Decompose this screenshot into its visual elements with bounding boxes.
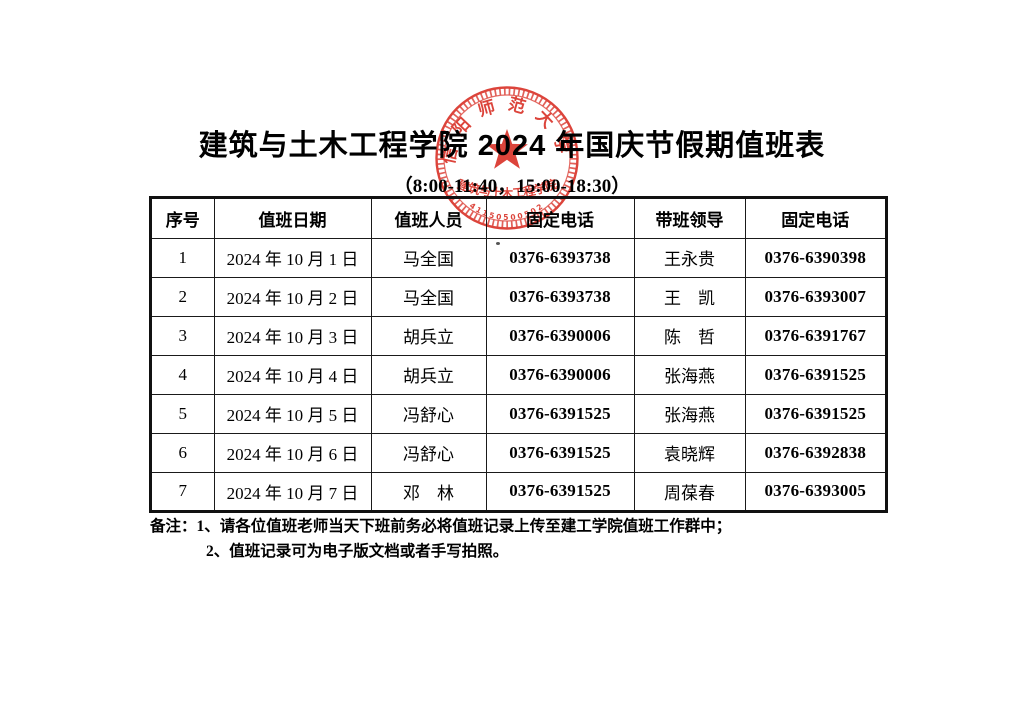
table-cell: 周葆春 (633, 471, 746, 512)
table-cell: 张海燕 (633, 354, 746, 395)
table-cell: 2024 年 10 月 2 日 (213, 276, 372, 317)
table-cell: 1 (150, 237, 215, 278)
header-duty-person: 值班人员 (370, 197, 487, 239)
note-line-1: 备注：1、请各位值班老师当天下班前务必将值班记录上传至建工学院值班工作群中； (150, 518, 732, 535)
table-cell: 5 (150, 393, 215, 434)
table-cell: 2024 年 10 月 5 日 (213, 393, 372, 434)
table-row: 1 2024 年 10 月 1 日马全国 0376-6393738 王永贵 0376-6… (150, 237, 887, 278)
table-row: 4 2024 年 10 月 4 日胡兵立 0376-6390006 张海燕 0376-6… (150, 354, 887, 395)
header-phone-2: 固定电话 (744, 197, 887, 239)
table-row: 6 2024 年 10 月 6 日冯舒心 0376-6391525 袁晓辉 0376-6… (150, 432, 887, 473)
table-cell: 0376-6391525 (744, 354, 887, 395)
ink-speck-artifact (496, 242, 500, 245)
table-row: 5 2024 年 10 月 5 日冯舒心 0376-6391525 张海燕 0376-6… (150, 393, 887, 434)
page-title: 建筑与土木工程学院 2024 年国庆节假期值班表 (198, 130, 826, 162)
table-cell: 0376-6391525 (744, 393, 887, 434)
footnotes: 备注：1、请各位值班老师当天下班前务必将值班记录上传至建工学院值班工作群中； 2… (150, 514, 870, 564)
table-cell: 0376-6390398 (744, 237, 887, 278)
table-cell: 胡兵立 (370, 315, 487, 356)
table-cell: 0376-6393007 (744, 276, 887, 317)
table-row: 7 2024 年 10 月 7 日邓 林 0376-6391525 周葆春 0376-6… (150, 471, 887, 512)
table-cell: 0376-6393738 (485, 276, 635, 317)
table-cell: 3 (150, 315, 215, 356)
table-cell: 6 (150, 432, 215, 473)
table-cell: 0376-6393005 (744, 471, 887, 512)
table-cell: 0376-6391525 (485, 471, 635, 512)
table-cell: 袁晓辉 (633, 432, 746, 473)
note-line-2: 2、值班记录可为电子版文档或者手写拍照。 (206, 543, 509, 560)
table-cell: 马全国 (370, 276, 487, 317)
header-phone-1: 固定电话 (485, 197, 635, 239)
table-cell: 2024 年 10 月 1 日 (213, 237, 372, 278)
table-cell: 0376-6390006 (485, 354, 635, 395)
table-cell: 0376-6391525 (485, 393, 635, 434)
table-cell: 邓 林 (370, 471, 487, 512)
table-cell: 0376-6391767 (744, 315, 887, 356)
table-cell: 张海燕 (633, 393, 746, 434)
table-cell: 冯舒心 (370, 432, 487, 473)
duty-table-body: 1 2024 年 10 月 1 日马全国 0376-6393738 王永贵 0376-6… (150, 237, 887, 512)
table-cell: 0376-6391525 (485, 432, 635, 473)
table-cell: 马全国 (370, 237, 487, 278)
table-cell: 2024 年 10 月 4 日 (213, 354, 372, 395)
table-cell: 0376-6392838 (744, 432, 887, 473)
table-cell: 王永贵 (633, 237, 746, 278)
table-cell: 陈 哲 (633, 315, 746, 356)
table-row: 2 2024 年 10 月 2 日马全国 0376-6393738 王 凯 0376-6… (150, 276, 887, 317)
table-cell: 2024 年 10 月 6 日 (213, 432, 372, 473)
header-duty-leader: 带班领导 (633, 197, 746, 239)
table-cell: 0376-6390006 (485, 315, 635, 356)
table-cell: 4 (150, 354, 215, 395)
table-cell: 7 (150, 471, 215, 512)
table-cell: 胡兵立 (370, 354, 487, 395)
table-cell: 王 凯 (633, 276, 746, 317)
duty-hours-subtitle: （8:00-11:40，15:00-18:30） (393, 176, 631, 197)
table-cell: 冯舒心 (370, 393, 487, 434)
table-cell: 2024 年 10 月 7 日 (213, 471, 372, 512)
header-index: 序号 (150, 197, 215, 239)
table-cell: 2 (150, 276, 215, 317)
table-cell: 0376-6393738 (485, 237, 635, 278)
table-header-row: 序号 值班日期 值班人员 固定电话 带班领导 固定电话 (150, 197, 887, 239)
table-row: 3 2024 年 10 月 3 日胡兵立 0376-6390006 陈 哲 0376-6… (150, 315, 887, 356)
header-duty-date: 值班日期 (213, 197, 372, 239)
table-cell: 2024 年 10 月 3 日 (213, 315, 372, 356)
duty-roster-table: 序号 值班日期 值班人员 固定电话 带班领导 固定电话 1 2024 年 10 月… (149, 196, 888, 513)
